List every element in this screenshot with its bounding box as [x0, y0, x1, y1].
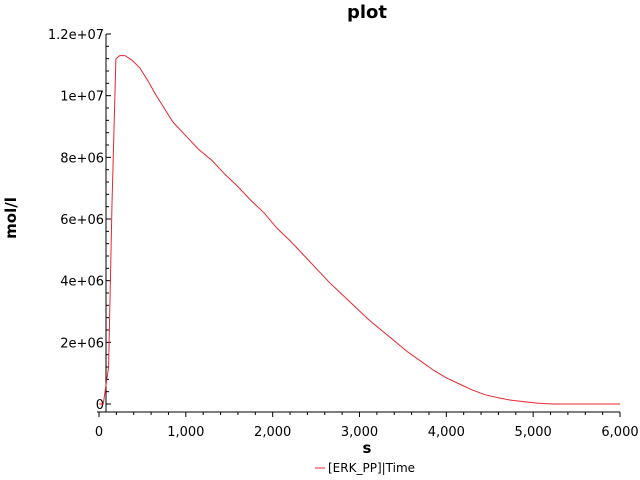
y-tick-label: 6e+06 [60, 213, 104, 228]
data-point [328, 281, 330, 283]
series-layer [98, 55, 621, 405]
data-point [354, 306, 356, 308]
data-point [108, 366, 109, 368]
data-point [545, 403, 547, 405]
data-point [419, 360, 421, 362]
data-point [111, 203, 113, 205]
data-point [185, 135, 187, 137]
x-tick-label: 6,000 [601, 425, 638, 440]
y-axis-label: mol/l [2, 197, 20, 239]
data-point [302, 254, 304, 255]
x-ticks: 0 1,000 2,000 3,000 4,000 5,000 6,000 [95, 412, 639, 440]
data-point [124, 55, 126, 56]
data-point [198, 149, 200, 151]
data-point [472, 389, 473, 391]
data-point [498, 397, 499, 399]
data-point [147, 79, 149, 81]
data-point [155, 93, 156, 95]
y-tick-label: 8e+06 [60, 151, 104, 166]
data-point [524, 401, 525, 403]
y-ticks: 0 2e+06 4e+06 6e+06 8e+06 1e+07 1.2e+07 [48, 28, 111, 413]
y-tick-label: 4e+06 [60, 275, 104, 290]
data-point [380, 329, 382, 331]
data-point [537, 402, 538, 404]
x-tick-label: 5,000 [515, 425, 552, 440]
x-tick-label: 1,000 [167, 425, 204, 440]
data-point [224, 173, 226, 175]
x-tick-label: 2,000 [254, 425, 291, 440]
x-tick-label: 0 [95, 425, 103, 440]
x-tick-label: 3,000 [341, 425, 378, 440]
data-point [393, 340, 395, 342]
data-point [459, 383, 460, 385]
data-point [172, 121, 174, 123]
legend: [ERK_PP]|Time [315, 461, 415, 475]
data-point [445, 377, 447, 379]
data-point [263, 212, 265, 214]
y-tick-label: 1.2e+07 [48, 28, 104, 43]
legend-label: [ERK_PP]|Time [328, 461, 415, 475]
data-point [341, 294, 343, 295]
series-line [99, 55, 620, 405]
data-point [163, 107, 165, 109]
data-point [119, 55, 121, 56]
data-point [115, 58, 117, 60]
data-point [406, 351, 408, 352]
y-tick-label: 1e+07 [60, 90, 104, 105]
chart-title: plot [347, 2, 387, 23]
data-point [131, 59, 133, 61]
data-point [315, 267, 317, 269]
data-point [511, 399, 512, 401]
data-point [139, 67, 141, 69]
y-tick-label: 2e+06 [60, 336, 104, 351]
data-point [98, 403, 100, 405]
y-tick-label: 0 [96, 398, 104, 413]
x-tick-label: 4,000 [428, 425, 465, 440]
data-point [432, 369, 434, 371]
data-point [619, 403, 621, 405]
data-point [211, 160, 213, 161]
data-point [554, 403, 556, 405]
data-point [289, 240, 291, 242]
axes [97, 34, 620, 413]
data-point [237, 186, 239, 188]
data-point [250, 200, 252, 201]
x-axis-label: s [363, 439, 372, 457]
data-point [102, 403, 104, 405]
data-point [367, 318, 369, 320]
data-point [276, 227, 278, 229]
data-point [485, 394, 486, 396]
